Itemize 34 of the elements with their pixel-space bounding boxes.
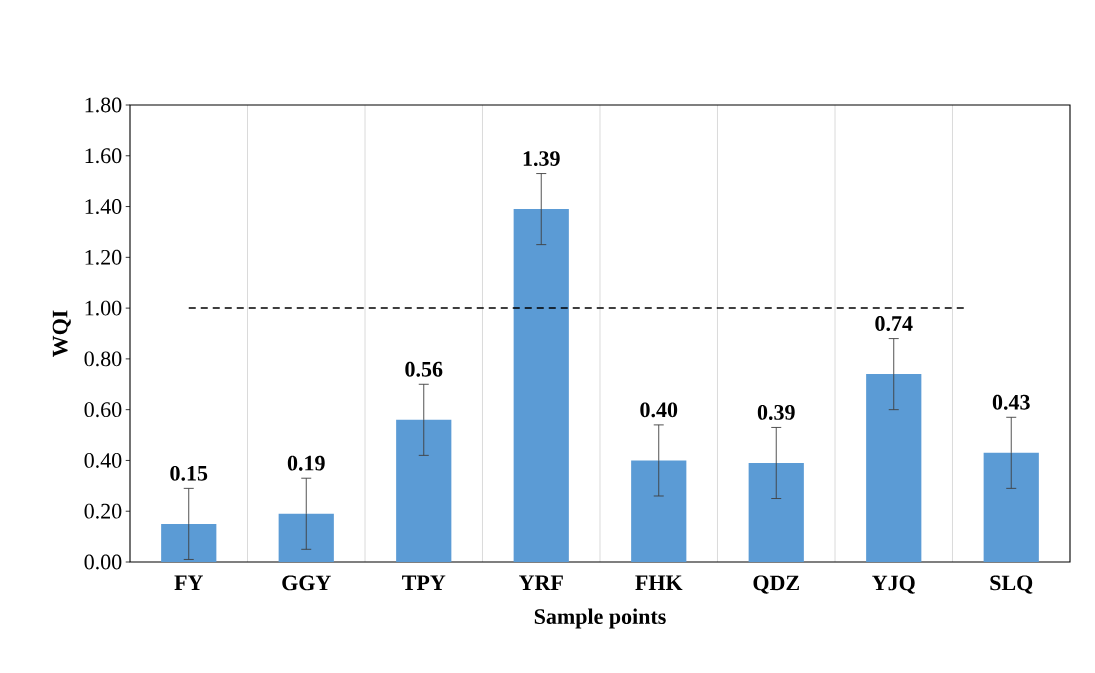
x-tick-label: TPY (402, 575, 446, 590)
y-tick-label: 0.60 (84, 402, 122, 418)
data-label: 0.40 (640, 402, 678, 418)
bar (983, 452, 1039, 562)
y-tick-label: 0.20 (84, 503, 122, 519)
x-tick-label: SLQ (990, 575, 1033, 594)
data-label: 0.74 (875, 316, 913, 332)
bar (513, 209, 569, 562)
y-tick-label: 1.60 (85, 148, 122, 164)
y-tick-label: 1.80 (85, 97, 122, 113)
y-tick-label: 0.00 (84, 554, 122, 570)
y-tick-label: 0.40 (84, 452, 122, 468)
y-tick-label: 1.40 (85, 199, 122, 215)
x-tick-label: YJQ (872, 575, 915, 594)
bar (748, 462, 804, 562)
y-tick-label: 1.00 (85, 300, 122, 316)
data-label: 1.39 (523, 151, 560, 167)
bar (396, 419, 452, 562)
data-label: 0.39 (757, 404, 795, 420)
data-label: 0.43 (992, 394, 1030, 410)
y-tick-label: 0.80 (84, 351, 122, 367)
x-tick-label: YRF (519, 575, 563, 590)
y-axis-title: WQI (52, 310, 71, 358)
data-label: 0.15 (170, 465, 208, 481)
data-label: 0.19 (287, 455, 325, 471)
x-axis-title: Sample points (534, 608, 666, 629)
x-tick-label: QDZ (753, 575, 799, 594)
y-tick-label: 1.20 (85, 249, 122, 265)
bar (631, 460, 687, 562)
bar (866, 374, 922, 562)
x-tick-label: FHK (635, 575, 683, 590)
x-tick-label: GGY (282, 575, 331, 591)
x-tick-label: FY (174, 575, 203, 590)
data-label: 0.56 (405, 361, 443, 377)
